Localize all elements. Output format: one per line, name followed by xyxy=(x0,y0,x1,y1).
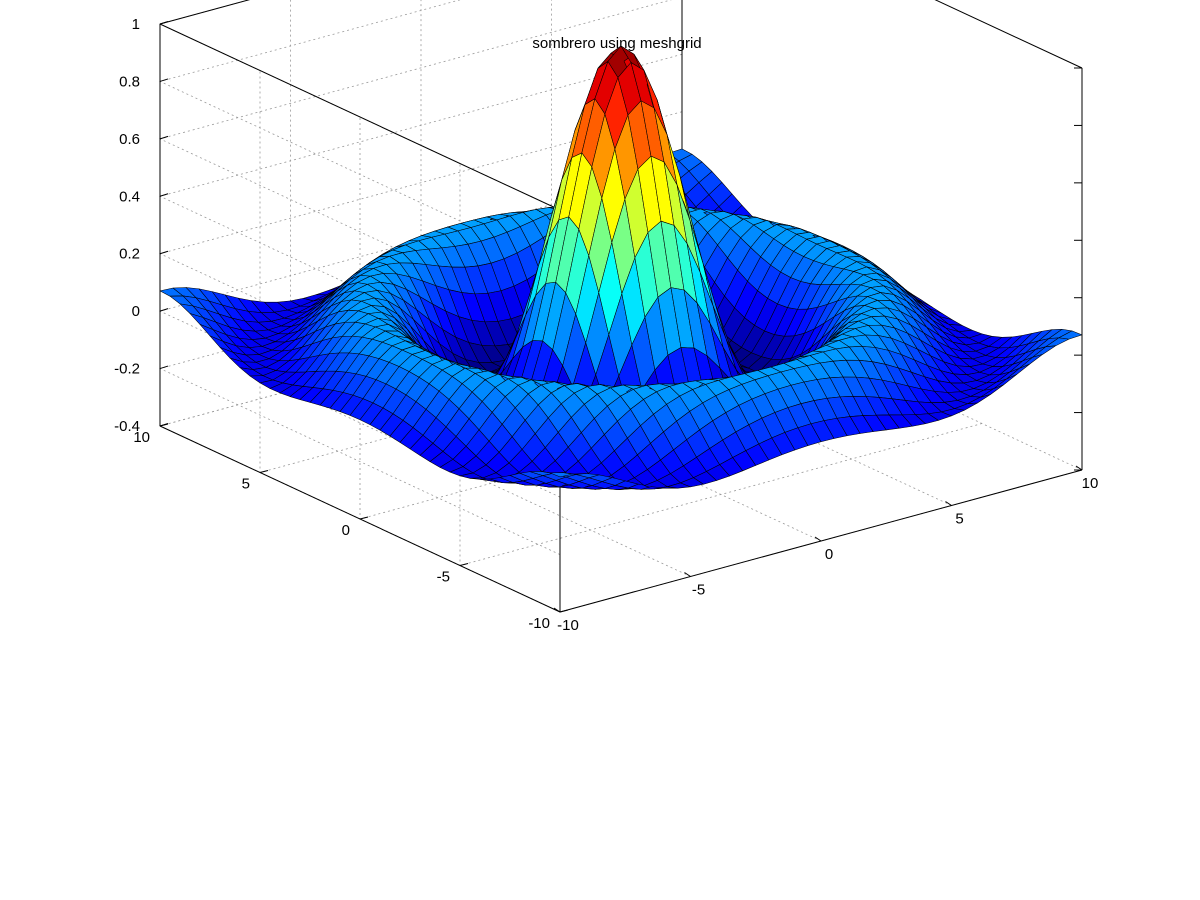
axis-ticks xyxy=(159,21,1083,613)
z-tick-label: 0.2 xyxy=(119,246,140,263)
x-tick-label: -5 xyxy=(692,582,705,599)
axis-edge xyxy=(159,0,251,25)
z-tick-label: 0.6 xyxy=(119,131,140,148)
x-tick-mark xyxy=(684,572,691,577)
surface-patch xyxy=(1058,330,1083,340)
z-tick-mark xyxy=(159,365,169,370)
y-tick-mark xyxy=(159,423,169,427)
z-tick-label: 1 xyxy=(132,16,140,33)
z-tick-mark xyxy=(159,193,169,197)
x-tick-mark xyxy=(814,536,822,542)
y-tick-mark xyxy=(259,470,269,473)
y-tick-label: 5 xyxy=(242,476,250,493)
x-tick-mark xyxy=(1075,465,1083,471)
z-tick-mark xyxy=(159,78,169,82)
z-tick-mark xyxy=(159,308,169,312)
z-tick-label: 0.4 xyxy=(119,188,140,205)
y-tick-mark xyxy=(559,609,569,613)
chart-title: sombrero using meshgrid xyxy=(532,35,701,52)
x-tick-label: -10 xyxy=(557,617,579,634)
surface-mesh xyxy=(159,45,1083,490)
y-tick-label: -5 xyxy=(437,569,450,586)
y-tick-label: 0 xyxy=(342,522,350,539)
x-tick-label: 0 xyxy=(825,546,833,563)
z-tick-label: 0 xyxy=(132,303,140,320)
z-tick-mark xyxy=(159,135,169,140)
y-tick-label: -10 xyxy=(528,615,550,632)
x-tick-label: 10 xyxy=(1082,475,1099,492)
y-tick-mark xyxy=(359,516,369,520)
z-tick-label: -0.4 xyxy=(114,418,140,435)
x-tick-label: 5 xyxy=(955,511,963,528)
y-tick-mark xyxy=(459,563,469,566)
x-tick-mark xyxy=(553,607,561,613)
axis-edge xyxy=(934,0,1083,69)
z-tick-label: 0.8 xyxy=(119,73,140,90)
y-tick-label: 10 xyxy=(133,429,150,446)
z-tick-mark xyxy=(159,250,169,255)
axis-edge xyxy=(159,23,561,211)
z-tick-mark xyxy=(159,21,169,25)
z-tick-label: -0.2 xyxy=(114,361,140,378)
tick-labels: -0.4 -0.2 0 0.2 0.4 0.6 0.8 1 -10 -5 0 5 10 -10 -5 0 5 10 xyxy=(114,16,1098,634)
x-tick-mark xyxy=(945,501,952,506)
